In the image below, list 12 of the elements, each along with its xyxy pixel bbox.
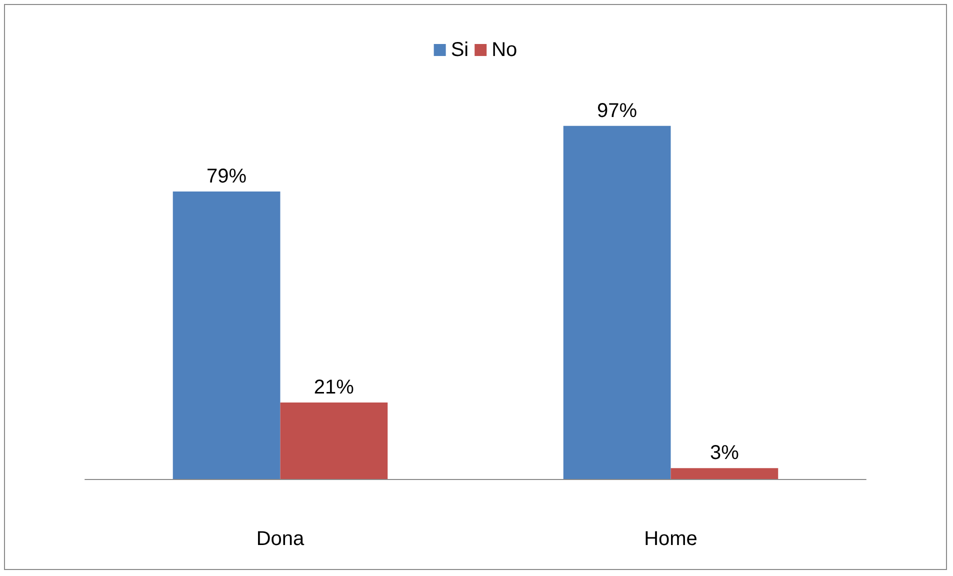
bar xyxy=(280,402,388,479)
bar xyxy=(563,126,671,479)
data-label: 97% xyxy=(597,100,638,122)
legend-label: No xyxy=(492,39,518,61)
bar xyxy=(670,468,778,479)
data-label: 21% xyxy=(314,376,354,399)
data-label: 79% xyxy=(206,165,247,188)
x-tick-label: Home xyxy=(644,528,698,550)
legend-label: Si xyxy=(450,39,469,61)
x-tick-label: Dona xyxy=(256,528,306,550)
data-label: 3% xyxy=(710,442,740,464)
bar xyxy=(172,191,280,479)
